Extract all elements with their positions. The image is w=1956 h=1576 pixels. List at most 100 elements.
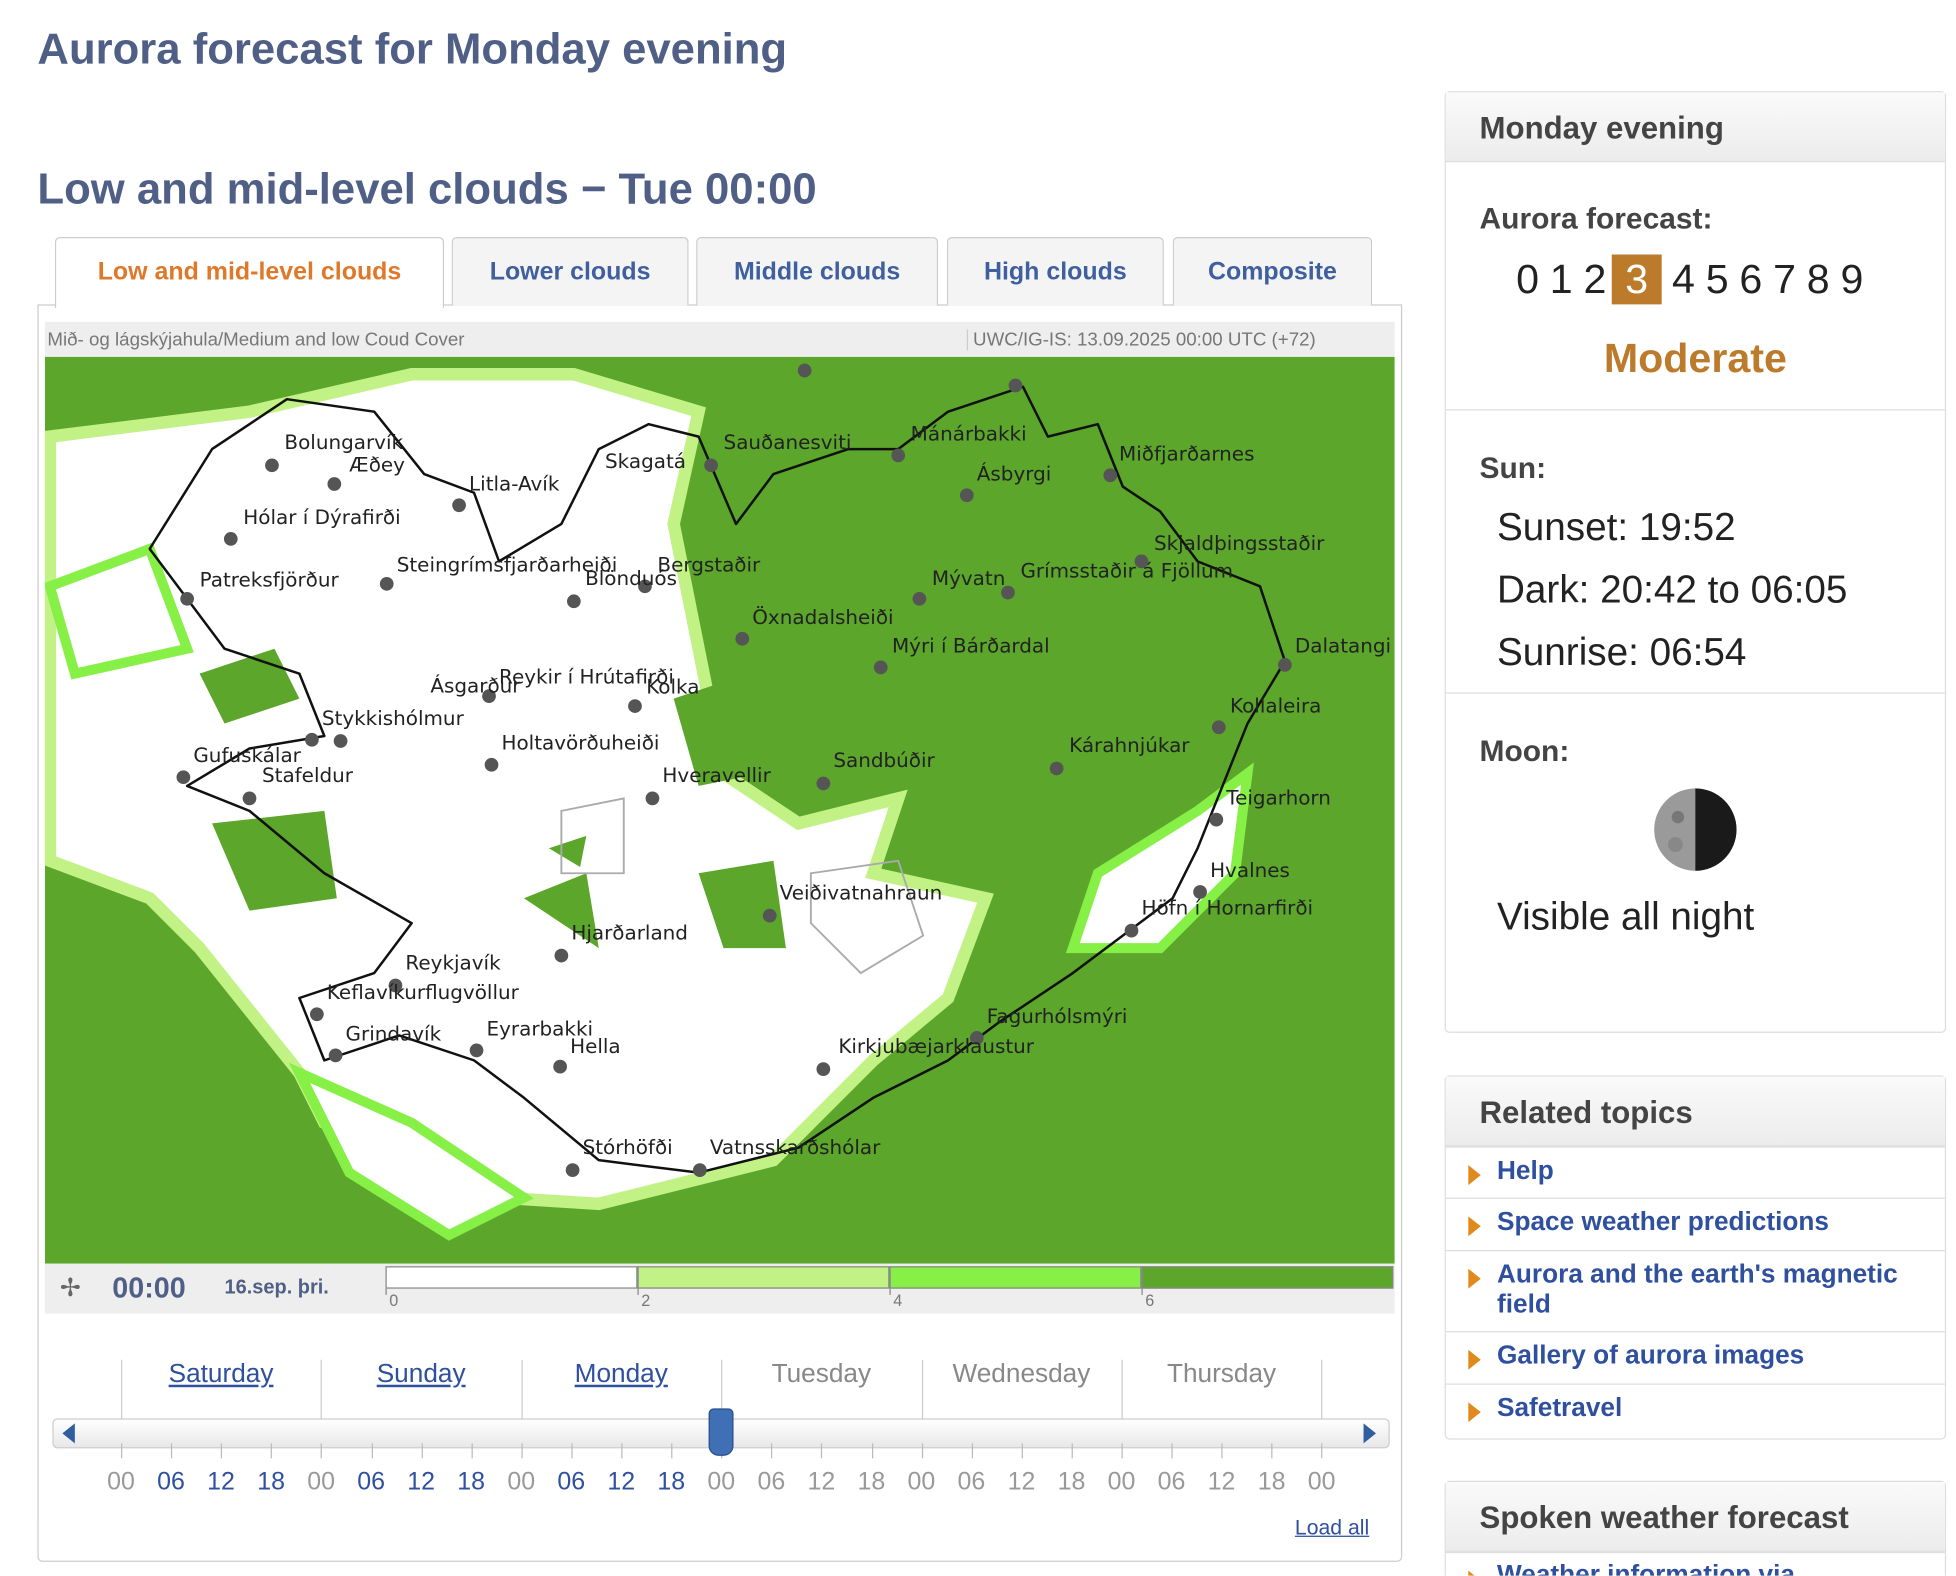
station-dot [735,631,750,646]
hour-label[interactable]: 00 [307,1468,335,1496]
hour-label[interactable]: 12 [207,1468,235,1496]
station-dot [554,948,569,963]
place-label: Ásbyrgi [977,461,1052,485]
tab[interactable]: Composite [1172,237,1373,306]
hour-label[interactable]: 06 [957,1468,986,1496]
scale-digit: 9 [1840,255,1864,302]
station-dot [482,689,496,703]
hour-label[interactable]: 00 [1107,1468,1136,1496]
station-dot [176,770,191,785]
scale-digit: 6 [1739,255,1763,302]
place-label: Steingrímsfjarðarheiði [397,552,618,576]
place-label: Ásgarður [430,673,521,697]
hour-label[interactable]: 06 [557,1468,586,1496]
dark: Dark: 20:42 to 06:05 [1496,567,1848,612]
hour-label[interactable]: 18 [657,1468,686,1496]
hour-label[interactable]: 06 [757,1468,786,1496]
hour-tick [321,1443,323,1459]
hour-label[interactable]: 00 [1307,1468,1336,1496]
hour-label[interactable]: 00 [907,1468,936,1496]
station-dot [223,532,238,546]
tab[interactable]: Low and mid-level clouds [54,237,445,309]
related-link[interactable]: Safetravel [1496,1393,1623,1423]
slider-left-button[interactable] [62,1423,75,1444]
legend-tick [889,1288,891,1295]
place-label: Öxnadalsheiði [752,605,893,629]
related-link-row: Help [1445,1146,1945,1198]
station-dot [180,591,194,606]
tab[interactable]: Lower clouds [451,237,689,306]
hour-label[interactable]: 12 [407,1468,436,1496]
hour-label[interactable]: 06 [1157,1468,1186,1496]
hour-tick [1271,1443,1273,1459]
hour-tick [771,1443,773,1459]
place-label: Miðfjarðarnes [1119,441,1254,465]
station-dot [566,594,581,609]
related-link[interactable]: Help [1496,1156,1554,1186]
related-link-row: Gallery of aurora images [1445,1331,1945,1385]
hour-tick [871,1443,873,1459]
station-dot [305,732,319,747]
place-label: Höfn í Hornarfirði [1141,895,1313,919]
slider-handle[interactable] [708,1408,734,1456]
hour-tick [971,1443,973,1459]
link[interactable]: Weather information via [1496,1560,1795,1576]
scale-digit: 7 [1773,255,1796,302]
related-link[interactable]: Space weather predictions [1496,1207,1829,1237]
label: Sun: [1479,451,1547,486]
day-separator [121,1359,123,1425]
map-time: 00:00 [112,1271,186,1304]
coastline [148,385,1287,1174]
station-dot [1193,885,1207,899]
hour-tick [1221,1443,1223,1459]
hour-label[interactable]: 00 [107,1468,135,1496]
day-label[interactable]: Sunday [376,1359,466,1389]
related-link-row: Weather information via [1445,1551,1945,1576]
hour-label[interactable]: 12 [1207,1468,1236,1496]
tab[interactable]: Middle clouds [696,237,939,306]
place-label: Grindavík [346,1021,442,1045]
hour-label[interactable]: 12 [607,1468,636,1496]
clear-patch [199,648,786,949]
hour-label[interactable]: 06 [357,1468,386,1496]
hour-label[interactable]: 00 [507,1468,536,1496]
legend-tick-label: 2 [641,1291,651,1310]
label: Moon: [1479,734,1570,769]
place-label: Mánárbakki [911,421,1027,445]
hour-label[interactable]: 00 [707,1468,736,1496]
related-link-row: Space weather predictions [1445,1197,1945,1252]
station-dot [816,1062,831,1076]
hour-label[interactable]: 12 [1007,1468,1036,1496]
station-dot [379,576,394,591]
tab[interactable]: High clouds [946,237,1164,306]
hour-label[interactable]: 18 [257,1468,285,1496]
related-link[interactable]: Gallery of aurora images [1496,1341,1805,1370]
hour-label[interactable]: 18 [457,1468,486,1496]
day-label[interactable]: Saturday [168,1359,274,1389]
hour-label[interactable]: 12 [807,1468,836,1496]
hour-tick [571,1443,573,1459]
hour-label[interactable]: 06 [157,1468,185,1496]
hour-label[interactable]: 18 [1057,1468,1086,1496]
hour-tick [1071,1443,1073,1459]
slider-right-button[interactable] [1363,1423,1376,1444]
place-label: Bergstaðir [657,552,761,576]
day-separator [1121,1359,1123,1425]
day-separator [1321,1359,1323,1425]
place-label: Reykir í Hrútafirði [499,665,674,689]
load-all-link[interactable]: Load all [1294,1515,1370,1540]
divider [1445,409,1945,411]
hour-label[interactable]: 18 [1257,1468,1286,1496]
spoken-box: Spoken weather forecast Weather informat… [1444,1480,1947,1576]
day-label[interactable]: Monday [574,1359,668,1389]
related-link[interactable]: Aurora and the earth's magnetic field [1496,1259,1898,1319]
hour-label[interactable]: 18 [857,1468,886,1496]
station-dot [1049,761,1064,776]
map-caption-bar [44,321,1395,357]
glacier-outline [560,797,925,975]
moon-icon [1654,788,1737,871]
place-label: Hveravellir [662,763,771,787]
scale-digit: 0 [1516,255,1540,302]
station-dot [873,660,888,675]
